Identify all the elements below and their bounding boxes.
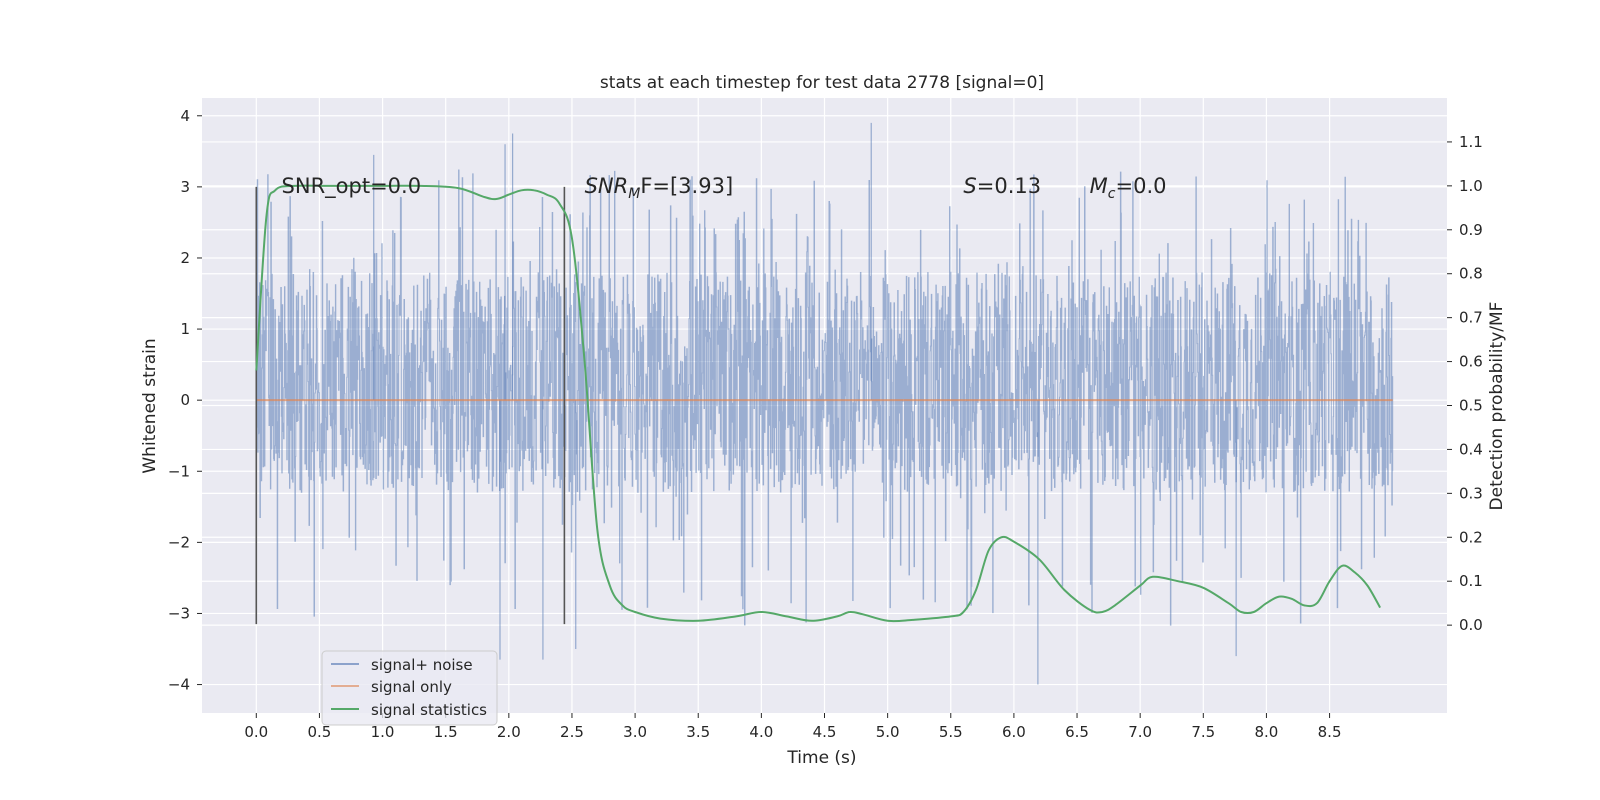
annotation-base: M [1090,174,1108,198]
x-tick-label: 3.5 [686,723,710,741]
x-tick-label: 8.0 [1255,723,1279,741]
annotation-rest: =0.0 [1115,174,1166,198]
y-left-tick-label: 3 [180,178,190,196]
y-right-tick-label: 0.2 [1459,528,1483,546]
annotation-rest: F=[3.93] [640,174,733,198]
x-tick-label: 0.0 [244,723,268,741]
y-right-tick-label: 0.5 [1459,397,1483,415]
y-left-tick-label: 4 [180,107,190,125]
chart-title: stats at each timestep for test data 277… [600,73,1044,93]
legend-label-signal-only: signal only [371,678,452,696]
annotation-mc: Mc=0.0 [1090,174,1167,202]
x-tick-label: 7.0 [1128,723,1152,741]
x-tick-label: 8.5 [1318,723,1342,741]
y-right-tick-label: 0.6 [1459,353,1483,371]
y-axis-left-label: Whitened strain [140,338,160,473]
x-tick-label: 6.0 [1002,723,1026,741]
x-tick-label: 2.5 [560,723,584,741]
annotation-snr-mf: SNRMF=[3.93] [585,174,734,202]
x-tick-label: 0.5 [307,723,331,741]
legend-label-signal-noise: signal+ noise [371,656,473,674]
annotation-sub: M [628,186,640,202]
annotation-s-stat: S=0.13 [963,174,1041,198]
noise-trace [255,169,1394,626]
markers [255,186,566,625]
annotation-sub: c [1108,186,1116,202]
y-right-tick-label: 0.3 [1459,484,1483,502]
y-right-tick-label: 0.4 [1459,440,1483,458]
x-tick-label: 6.5 [1065,723,1089,741]
y-right-tick-label: 0.0 [1459,616,1483,634]
series-signal-noise [255,122,1394,685]
annotation-base: S [963,174,976,198]
y-left-tick-label: 0 [180,391,190,409]
x-tick-label: 1.0 [371,723,395,741]
y-left-tick-label: −3 [168,604,190,622]
series-signal-statistics [255,184,1381,623]
annotation-base: SNR [585,174,629,198]
y-left-tick-label: 1 [180,320,190,338]
x-tick-label: 4.5 [813,723,837,741]
y-axis-right-label: Detection probability/MF [1487,302,1507,511]
x-tick-label: 5.5 [939,723,963,741]
y-right-tick-label: 0.1 [1459,572,1483,590]
y-right-tick-label: 0.9 [1459,221,1483,239]
legend: signal+ noise signal only signal statist… [321,650,498,726]
y-right-tick-label: 0.8 [1459,265,1483,283]
y-right-tick-label: 0.7 [1459,309,1483,327]
x-tick-label: 4.0 [749,723,773,741]
x-axis-label: Time (s) [786,748,856,768]
x-tick-label: 3.0 [623,723,647,741]
y-left-tick-label: −4 [168,676,190,694]
legend-box [321,650,498,726]
x-tick-label: 2.0 [497,723,521,741]
annotation-rest: =0.13 [977,174,1041,198]
y-left-tick-label: 2 [180,249,190,267]
x-tick-label: 7.5 [1191,723,1215,741]
y-right-tick-label: 1.0 [1459,177,1483,195]
y-right-tick-label: 1.1 [1459,133,1483,151]
annotation-snr-opt: SNR_opt=0.0 [282,174,422,199]
y-left-tick-label: −2 [168,533,190,551]
legend-label-signal-statistics: signal statistics [371,701,487,719]
y-left-tick-label: −1 [168,462,190,480]
ticks: 0.0 0.5 1.0 1.5 2.0 2.5 3.0 3.5 4.0 4.5 5.0 5.5 6.0 6… [168,107,1483,741]
x-tick-label: 1.5 [434,723,458,741]
x-tick-label: 5.0 [876,723,900,741]
annotations: SNR_opt=0.0 SNRMF=[3.93] S=0.13 Mc=0.0 [282,174,1167,202]
